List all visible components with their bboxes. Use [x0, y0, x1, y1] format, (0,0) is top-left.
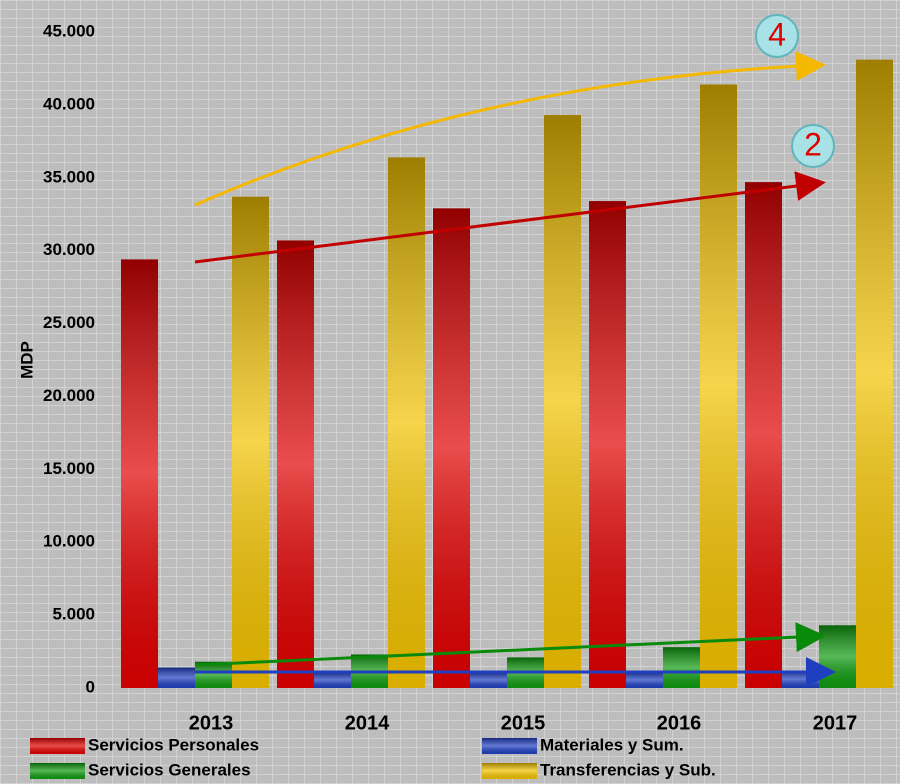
x-tick-label: 2014: [345, 712, 390, 734]
x-tick-label: 2015: [501, 712, 546, 734]
bar-shine: [314, 671, 351, 688]
legend-swatch-shine: [482, 738, 537, 754]
bars: [121, 59, 893, 689]
annotation: 4: [768, 16, 786, 52]
bar-shine: [470, 671, 507, 688]
bar-shine: [856, 59, 893, 689]
legend-label: Servicios Generales: [88, 760, 251, 779]
legend-swatch-shine: [482, 763, 537, 779]
y-tick-label: 10.000: [43, 532, 95, 551]
bar-shine: [663, 647, 700, 688]
bar-shine: [388, 157, 425, 688]
legend-swatch-shine: [30, 763, 85, 779]
x-tick-label: 2017: [813, 712, 858, 734]
y-tick-label: 25.000: [43, 313, 95, 332]
bar-shine: [626, 671, 663, 688]
x-tick-label: 2016: [657, 712, 702, 734]
y-tick-label: 20.000: [43, 386, 95, 405]
legend-swatch-shine: [30, 738, 85, 754]
annotation-circle: [791, 124, 835, 168]
y-tick-label: 40.000: [43, 94, 95, 113]
legend-label: Servicios Personales: [88, 735, 259, 754]
bar-shine: [544, 115, 581, 689]
annotation-circle: [755, 14, 799, 58]
bar-shine: [277, 240, 314, 688]
y-axis-label: MDP: [17, 341, 36, 379]
bar-shine: [433, 208, 470, 688]
bar-shine: [745, 182, 782, 688]
bar-shine: [819, 625, 856, 688]
annotation: 2: [804, 126, 822, 162]
y-tick-label: 5.000: [52, 605, 95, 624]
bar-shine: [158, 667, 195, 688]
bar-shine: [232, 196, 269, 688]
y-tick-label: 30.000: [43, 240, 95, 259]
trend-arrow: [194, 622, 826, 667]
bar-shine: [700, 84, 737, 689]
bar-shine: [121, 259, 158, 688]
x-tick-label: 2013: [189, 712, 234, 734]
y-tick-label: 45.000: [43, 21, 95, 40]
trend-arrows: 4 2: [194, 14, 836, 687]
legend-label: Transferencias y Sub.: [540, 760, 716, 779]
bar-shine: [589, 201, 626, 688]
y-tick-label: 35.000: [43, 167, 95, 186]
y-tick-label: 15.000: [43, 459, 95, 478]
legend-label: Materiales y Sum.: [540, 735, 684, 754]
trend-arrow: [194, 171, 826, 264]
trend-arrow: [194, 51, 826, 207]
y-tick-label: 0: [86, 677, 95, 696]
